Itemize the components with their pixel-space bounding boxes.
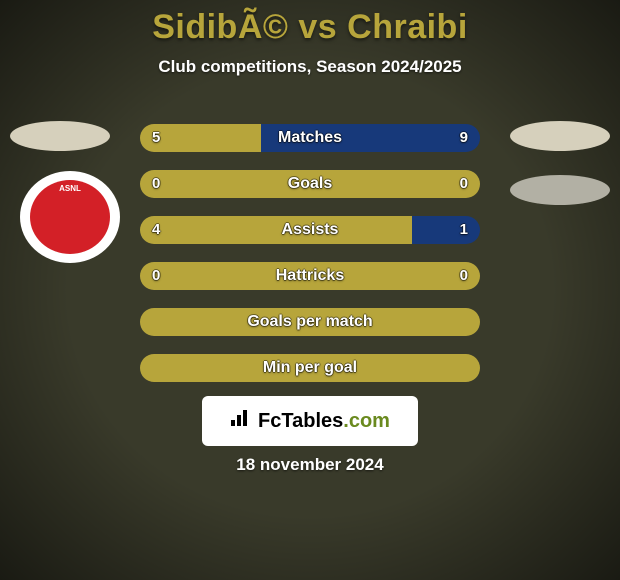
bar-value-right: 0 — [460, 262, 468, 290]
stat-row: Min per goal — [140, 354, 480, 382]
club-logo: ASNL — [20, 171, 120, 263]
stat-bars: Matches59Goals00Assists41Hattricks00Goal… — [140, 124, 480, 400]
content: SidibÃ© vs Chraibi Club competitions, Se… — [0, 0, 620, 580]
site-logo-inner: FcTables.com — [230, 408, 390, 434]
bar-label: Assists — [140, 216, 480, 244]
stat-row: Assists4 1 — [140, 216, 480, 244]
site-logo-text: FcTables.com — [258, 410, 390, 433]
bar-value-left: 0 — [152, 170, 160, 198]
bar-value-right: 0 — [460, 170, 468, 198]
bar-value-right: 9 — [460, 124, 468, 152]
club-logo-text: ASNL — [30, 184, 110, 193]
player-right-avatar-2 — [510, 175, 610, 205]
date-text: 18 november 2024 — [0, 455, 620, 475]
stat-row: Goals per match — [140, 308, 480, 336]
site-logo: FcTables.com — [202, 396, 418, 446]
stat-row: Goals0 0 — [140, 170, 480, 198]
subtitle: Club competitions, Season 2024/2025 — [0, 57, 620, 77]
bar-label: Goals — [140, 170, 480, 198]
player-left-avatar — [10, 121, 110, 151]
page-title: SidibÃ© vs Chraibi — [0, 0, 620, 47]
bar-label: Min per goal — [140, 354, 480, 382]
player-right-avatar — [510, 121, 610, 151]
bar-value-left: 5 — [152, 124, 160, 152]
stat-row: Matches5 9 — [140, 124, 480, 152]
bar-label: Matches — [140, 124, 480, 152]
bar-value-left: 4 — [152, 216, 160, 244]
chart-icon — [230, 408, 252, 434]
bar-value-left: 0 — [152, 262, 160, 290]
bar-value-right: 1 — [460, 216, 468, 244]
bar-label: Hattricks — [140, 262, 480, 290]
site-logo-brand: FcTables — [258, 410, 343, 432]
site-logo-suffix: .com — [343, 410, 390, 432]
club-logo-inner: ASNL — [30, 180, 110, 254]
bar-label: Goals per match — [140, 308, 480, 336]
stat-row: Hattricks0 0 — [140, 262, 480, 290]
